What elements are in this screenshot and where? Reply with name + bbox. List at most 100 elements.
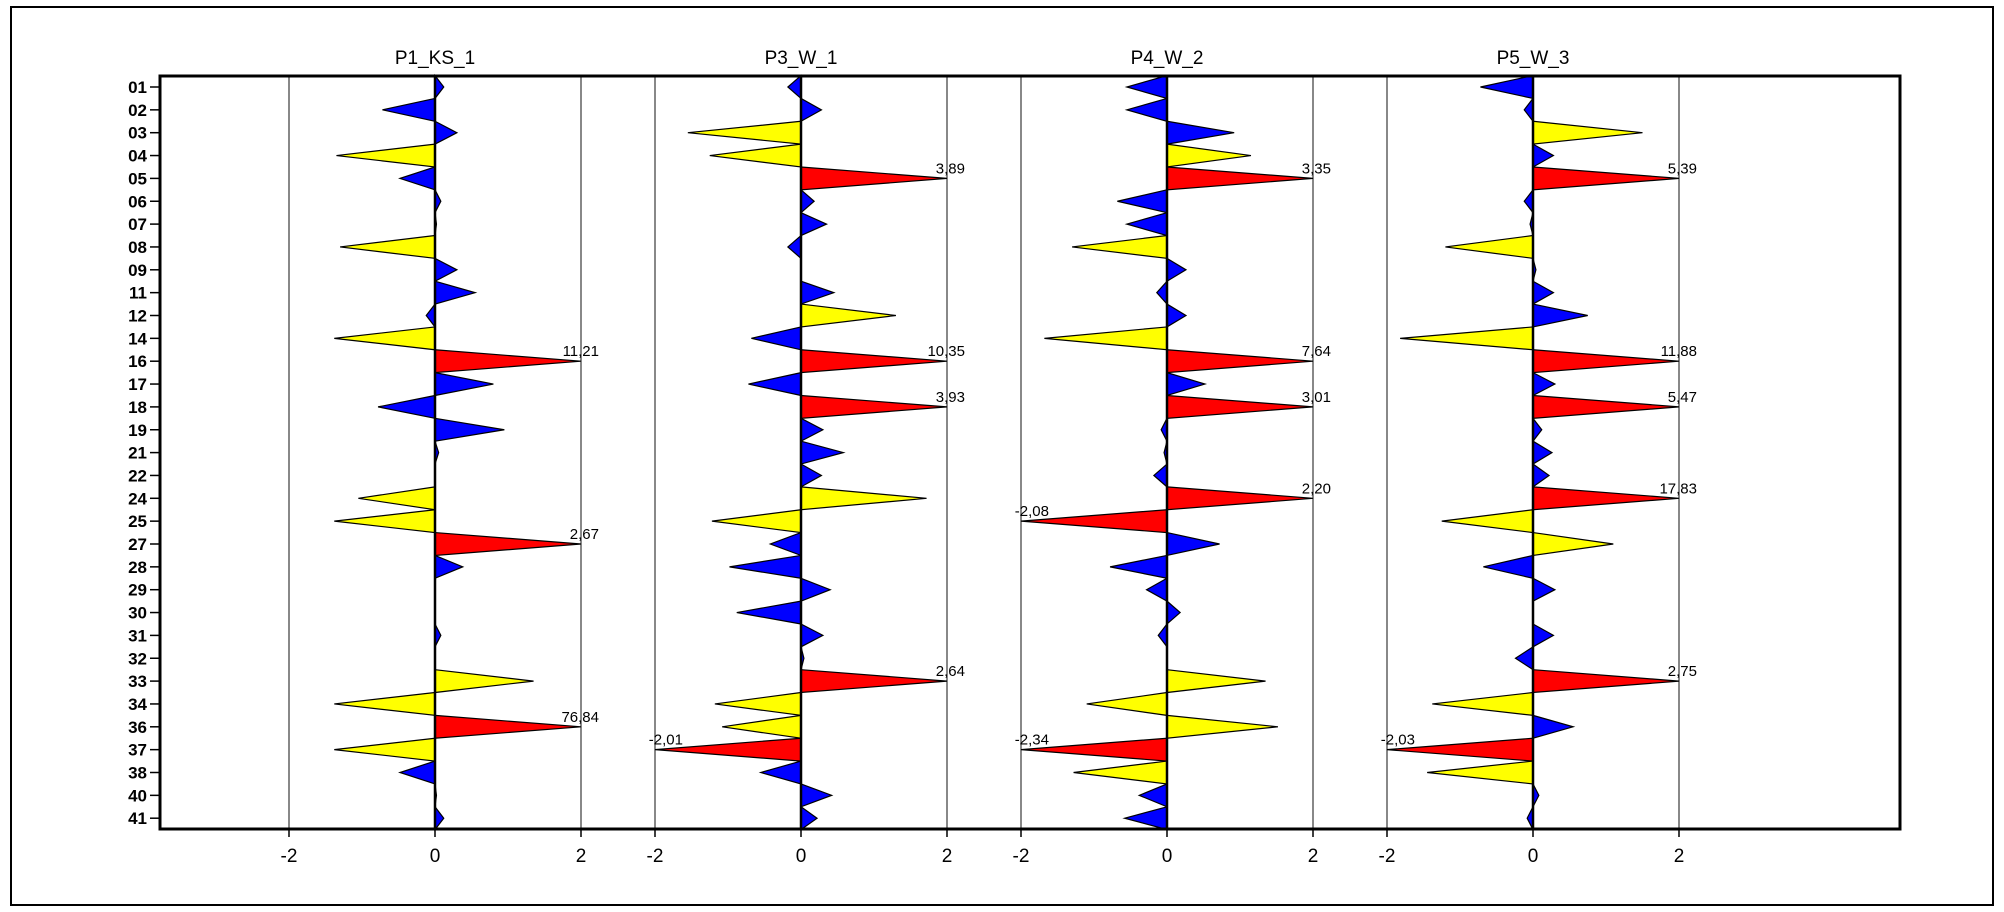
row-label-27: 27	[128, 535, 147, 554]
triangle-bar-P3_W_1-14	[751, 326, 802, 351]
triangle-bar-P5_W_3-22	[1532, 462, 1551, 489]
chart-marks	[334, 73, 1680, 832]
triangle-bar-P3_W_1-41	[800, 805, 819, 831]
chart-text: 0102030405060708091112141617181921222425…	[128, 48, 1697, 867]
triangle-bar-P3_W_1-18	[800, 394, 948, 419]
triangle-bar-P4_W_2-02	[1124, 97, 1168, 123]
x-tick-label: 2	[576, 846, 587, 867]
triangle-bar-P5_W_3-17	[1532, 371, 1557, 397]
triangle-bar-P4_W_2-06	[1117, 189, 1168, 214]
x-tick-label: 0	[796, 846, 807, 867]
data-label-P4_W_2-16: 7,64	[1302, 343, 1331, 360]
triangle-bar-P3_W_1-36	[722, 714, 802, 739]
triangle-bar-P1_KS_1-09	[434, 257, 459, 283]
triangle-bar-P3_W_1-06	[800, 188, 816, 214]
triangle-bar-P3_W_1-17	[748, 371, 802, 397]
triangle-bar-P1_KS_1-25	[334, 509, 436, 534]
row-label-30: 30	[128, 604, 147, 623]
triangle-bar-P3_W_1-08	[786, 234, 802, 260]
x-tick-label: -2	[281, 846, 298, 867]
triangle-bar-P1_KS_1-12	[425, 302, 436, 329]
triangle-bar-P3_W_1-21	[800, 440, 846, 465]
triangle-bar-P3_W_1-04	[709, 143, 802, 168]
row-label-04: 04	[128, 147, 147, 166]
row-label-41: 41	[128, 809, 147, 828]
data-label-P1_KS_1-27: 2,67	[570, 526, 599, 543]
row-label-12: 12	[128, 307, 147, 326]
triangle-bar-P1_KS_1-33	[434, 669, 534, 694]
row-label-16: 16	[128, 352, 147, 371]
triangle-bar-P3_W_1-38	[758, 760, 802, 785]
triangle-bar-P4_W_2-24	[1166, 486, 1314, 511]
triangle-bar-P4_W_2-05	[1166, 166, 1314, 191]
triangle-bar-P5_W_3-36	[1532, 714, 1576, 740]
triangle-bar-P5_W_3-21	[1532, 440, 1554, 466]
triangle-bar-P3_W_1-05	[800, 166, 948, 191]
data-label-P4_W_2-24: 2,20	[1302, 480, 1331, 497]
row-label-22: 22	[128, 466, 147, 485]
triangle-bar-P4_W_2-33	[1166, 669, 1266, 694]
data-label-P5_W_3-05: 5,39	[1668, 160, 1697, 177]
triangle-bar-P3_W_1-24	[800, 486, 927, 511]
triangle-bar-P5_W_3-38	[1427, 760, 1534, 785]
panel-title-P5_W_3: P5_W_3	[1497, 48, 1570, 69]
triangle-bar-P5_W_3-12	[1532, 303, 1588, 328]
triangle-bar-P4_W_2-04	[1166, 143, 1252, 168]
row-label-33: 33	[128, 672, 147, 691]
triangle-bar-P3_W_1-01	[786, 74, 802, 100]
triangle-bar-P4_W_2-18	[1166, 394, 1314, 419]
triangle-bar-P4_W_2-09	[1166, 257, 1188, 283]
row-label-34: 34	[128, 695, 147, 714]
row-label-28: 28	[128, 558, 147, 577]
row-label-07: 07	[128, 215, 147, 234]
triangle-bar-P3_W_1-03	[687, 120, 802, 145]
triangle-bar-P3_W_1-27	[768, 531, 802, 557]
data-label-P1_KS_1-36: 76,84	[561, 709, 599, 726]
row-label-18: 18	[128, 398, 147, 417]
x-tick-label: -2	[1379, 846, 1396, 867]
x-tick-label: 2	[1674, 846, 1685, 867]
triangle-bar-P5_W_3-05	[1532, 166, 1680, 191]
row-label-09: 09	[128, 261, 147, 280]
triangle-bar-P5_W_3-18	[1532, 394, 1680, 419]
triangle-bar-P3_W_1-31	[800, 622, 825, 648]
triangle-bar-P3_W_1-02	[800, 97, 823, 123]
data-label-P5_W_3-24: 17,83	[1659, 480, 1697, 497]
triangle-bar-P3_W_1-29	[800, 577, 832, 603]
row-label-37: 37	[128, 741, 147, 760]
triangle-bar-P5_W_3-27	[1532, 531, 1614, 557]
data-label-P3_W_1-33: 2,64	[936, 663, 965, 680]
triangle-bar-P4_W_2-34	[1086, 691, 1168, 717]
triangle-bar-P3_W_1-40	[800, 783, 834, 808]
row-label-31: 31	[128, 626, 147, 645]
triangle-bar-P5_W_3-02	[1523, 96, 1534, 124]
triangle-bar-P3_W_1-30	[736, 600, 802, 625]
data-label-P3_W_1-16: 10,35	[927, 343, 965, 360]
triangle-bar-P4_W_2-17	[1166, 371, 1208, 397]
triangle-bar-P4_W_2-03	[1166, 120, 1235, 145]
data-label-P4_W_2-18: 3,01	[1302, 389, 1331, 406]
triangle-bar-P5_W_3-32	[1514, 645, 1534, 671]
row-label-11: 11	[129, 284, 147, 303]
x-tick-label: 2	[942, 846, 953, 867]
triangle-bar-P4_W_2-31	[1157, 622, 1168, 649]
triangle-bar-P4_W_2-28	[1109, 554, 1168, 580]
triangle-bar-P1_KS_1-01	[434, 73, 445, 101]
triangle-bar-P5_W_3-14	[1400, 326, 1534, 351]
triangle-bar-P4_W_2-30	[1166, 599, 1182, 626]
triangle-bar-P3_W_1-33	[800, 669, 948, 694]
triangle-bar-P3_W_1-16	[800, 349, 948, 374]
row-label-25: 25	[128, 512, 147, 531]
x-tick-label: 0	[430, 846, 441, 867]
data-label-P5_W_3-18: 5,47	[1668, 389, 1697, 406]
x-tick-label: -2	[647, 846, 664, 867]
triangle-bar-P1_KS_1-02	[382, 97, 436, 123]
triangle-bar-P4_W_2-27	[1166, 531, 1220, 557]
triangle-bar-P3_W_1-34	[714, 691, 802, 717]
panel-title-P3_W_1: P3_W_1	[765, 48, 838, 69]
triangle-bar-P4_W_2-22	[1152, 462, 1168, 489]
x-tick-label: 0	[1162, 846, 1173, 867]
triangle-bar-P5_W_3-28	[1483, 554, 1534, 580]
triangle-bar-P5_W_3-01	[1480, 74, 1534, 100]
